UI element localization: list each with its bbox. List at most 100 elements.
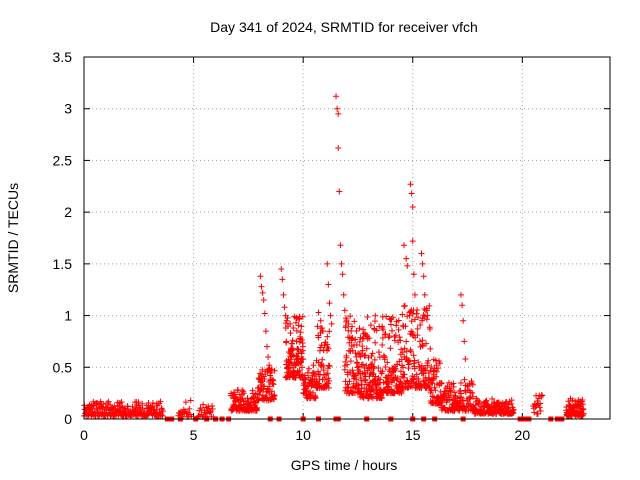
- data-point: [418, 250, 425, 257]
- data-point: [298, 323, 305, 330]
- data-point: [420, 273, 427, 280]
- data-points: [81, 93, 587, 422]
- data-point: [438, 380, 445, 387]
- data-point: [410, 271, 417, 278]
- data-point: [394, 361, 401, 368]
- data-point: [489, 395, 496, 402]
- data-point: [299, 313, 306, 320]
- data-point: [319, 328, 326, 335]
- data-point: [257, 370, 264, 377]
- data-point: [314, 323, 321, 330]
- data-point: [281, 304, 288, 311]
- data-point: [432, 387, 439, 394]
- data-point: [289, 337, 296, 344]
- data-point: [419, 343, 426, 350]
- data-point: [180, 406, 187, 413]
- data-point: [460, 317, 467, 324]
- data-point: [290, 352, 297, 359]
- data-point: [300, 343, 307, 350]
- data-point: [356, 338, 363, 345]
- data-point: [293, 338, 300, 345]
- data-point: [278, 266, 285, 273]
- data-point: [324, 260, 331, 267]
- data-point: [340, 291, 347, 298]
- x-tick-label: 0: [80, 427, 88, 443]
- data-point: [423, 340, 430, 347]
- data-point: [368, 353, 375, 360]
- data-point: [283, 338, 290, 345]
- data-point: [382, 331, 389, 338]
- data-point: [386, 332, 393, 339]
- data-point: [375, 364, 382, 371]
- data-point: [391, 337, 398, 344]
- data-point: [389, 314, 396, 321]
- data-point: [338, 260, 345, 267]
- data-point: [371, 318, 378, 325]
- data-point: [433, 373, 440, 380]
- data-point: [270, 381, 277, 388]
- data-point: [195, 412, 202, 419]
- data-point: [466, 395, 473, 402]
- data-point: [369, 350, 376, 357]
- data-point: [326, 300, 333, 307]
- data-point: [255, 397, 262, 404]
- data-point: [301, 372, 308, 379]
- data-point: [149, 400, 156, 407]
- data-point: [357, 353, 364, 360]
- data-point: [297, 329, 304, 336]
- data-point: [385, 372, 392, 379]
- data-point: [421, 291, 428, 298]
- data-point: [415, 314, 422, 321]
- data-point: [432, 357, 439, 364]
- data-point: [427, 345, 434, 352]
- data-point: [414, 307, 421, 314]
- data-point: [269, 376, 276, 383]
- data-point: [287, 330, 294, 337]
- data-point: [401, 303, 408, 310]
- data-point: [508, 397, 515, 404]
- data-point: [295, 322, 302, 329]
- data-point: [319, 356, 326, 363]
- data-point: [372, 373, 379, 380]
- data-point: [446, 396, 453, 403]
- data-point: [353, 328, 360, 335]
- data-point: [234, 396, 241, 403]
- data-point: [469, 381, 476, 388]
- data-point: [411, 316, 418, 323]
- data-point: [457, 380, 464, 387]
- x-tick-label: 5: [190, 427, 198, 443]
- data-point: [388, 321, 395, 328]
- data-point: [325, 345, 332, 352]
- data-point: [344, 361, 351, 368]
- data-point: [468, 380, 475, 387]
- data-point: [403, 338, 410, 345]
- data-point: [292, 319, 299, 326]
- data-point: [425, 383, 432, 390]
- data-point: [239, 395, 246, 402]
- data-point: [260, 297, 267, 304]
- data-point: [353, 376, 360, 383]
- data-point: [280, 291, 287, 298]
- x-tick-label: 15: [405, 427, 421, 443]
- data-point: [372, 339, 379, 346]
- data-point: [265, 386, 272, 393]
- data-point: [414, 325, 421, 332]
- data-point: [419, 337, 426, 344]
- data-point: [105, 398, 112, 405]
- data-point: [321, 376, 328, 383]
- data-point: [461, 376, 468, 383]
- data-point: [366, 335, 373, 342]
- data-point: [149, 403, 156, 410]
- data-point: [258, 283, 265, 290]
- y-axis-label: SRMTID / TECUs: [5, 183, 21, 293]
- data-point: [407, 358, 414, 365]
- data-point: [395, 317, 402, 324]
- data-point: [409, 329, 416, 336]
- data-point: [326, 328, 333, 335]
- x-tick-label: 10: [295, 427, 311, 443]
- data-point: [326, 363, 333, 370]
- data-point: [341, 307, 348, 314]
- data-point: [118, 398, 125, 405]
- data-point: [353, 360, 360, 367]
- data-point: [265, 353, 272, 360]
